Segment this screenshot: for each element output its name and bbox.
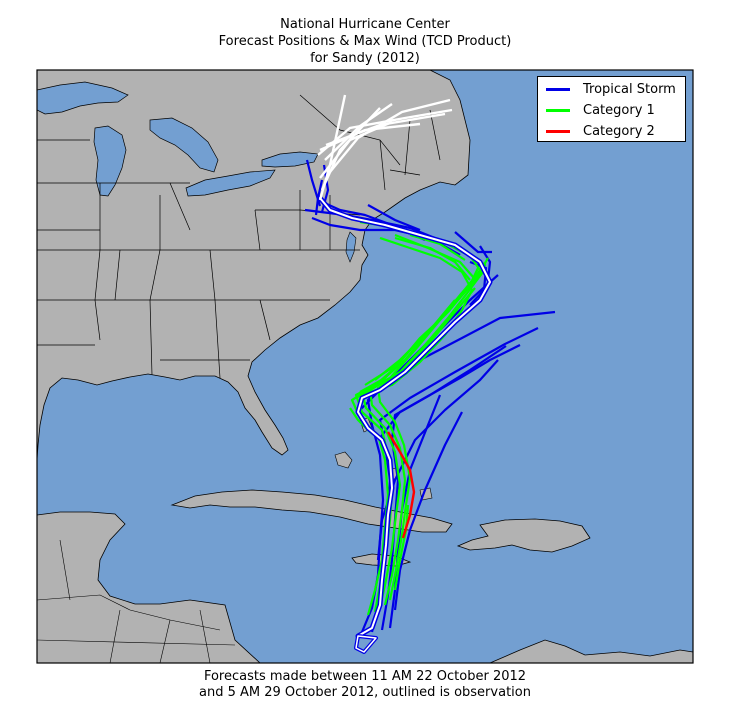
legend-swatch-red — [546, 129, 570, 133]
lake-erie — [185, 169, 276, 197]
legend-label: Category 1 — [583, 102, 655, 118]
central-america-borders — [37, 539, 236, 663]
legend-swatch-blue — [546, 87, 570, 91]
observed-track — [317, 195, 493, 654]
hispaniola-land — [456, 518, 591, 553]
legend-item-category-2: Category 2 — [546, 122, 655, 140]
legend-item-category-1: Category 1 — [546, 101, 655, 119]
legend-label: Category 2 — [583, 123, 655, 139]
title-line-1: National Hurricane Center — [280, 17, 450, 32]
title-line-3: for Sandy (2012) — [310, 51, 420, 66]
south-america-land — [489, 639, 693, 663]
central-america-land — [37, 511, 261, 663]
legend: Tropical Storm Category 1 Category 2 — [537, 76, 686, 142]
caption-line-1: Forecasts made between 11 AM 22 October … — [203, 669, 527, 684]
category-2-track — [386, 431, 416, 539]
legend-item-tropical-storm: Tropical Storm — [546, 80, 676, 98]
caption-line-2: and 5 AM 29 October 2012, outlined is ob… — [199, 685, 531, 700]
title-line-2: Forecast Positions & Max Wind (TCD Produ… — [218, 34, 512, 49]
lake-huron — [149, 117, 219, 173]
lake-michigan — [93, 125, 127, 197]
lake-ontario — [261, 151, 319, 168]
north-america-land — [37, 70, 471, 461]
legend-swatch-green — [546, 108, 570, 112]
legend-label: Tropical Storm — [583, 81, 676, 97]
post-tropical-tracks — [317, 94, 453, 201]
state-borders — [37, 94, 441, 379]
chesapeake-bay — [345, 231, 357, 263]
lake-superior — [37, 81, 129, 115]
map-frame — [36, 69, 694, 664]
